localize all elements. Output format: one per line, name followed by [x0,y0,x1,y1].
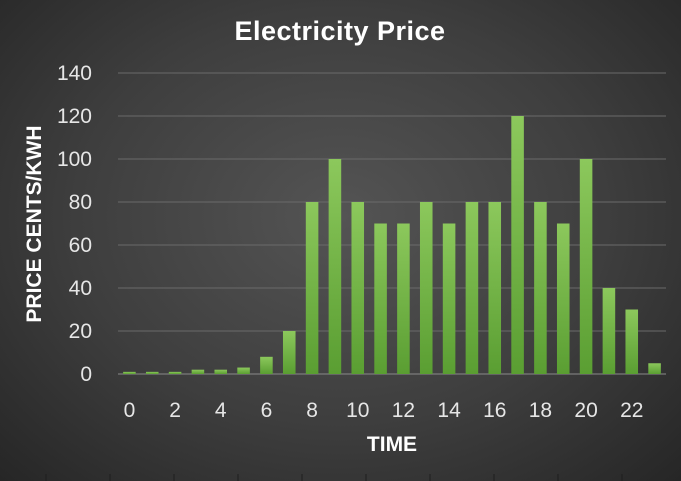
x-tick-label: 4 [215,399,227,422]
bar [305,202,319,374]
y-tick-label: 120 [57,105,92,128]
bar [579,159,593,374]
x-tick-label: 20 [574,399,597,422]
x-axis-title: TIME [367,433,417,456]
bar [556,223,570,374]
bar [260,356,273,374]
bar [397,223,410,374]
x-tick-label: 8 [306,399,318,422]
x-tick-label: 22 [620,399,643,422]
x-tick-label: 14 [437,399,461,422]
y-tick-label: 140 [57,62,92,85]
bar [214,369,228,374]
y-tick-label: 20 [69,320,92,343]
bar [282,331,296,374]
bar [374,223,387,374]
bar [351,202,365,374]
y-axis-title: PRICE CENTS/KWH [23,125,46,322]
x-tick-label: 18 [529,399,552,422]
bar [442,223,456,374]
x-tick-label: 2 [169,399,181,422]
bar [419,202,433,374]
x-tick-label: 10 [346,399,369,422]
y-tick-label: 40 [69,277,92,300]
y-tick-label: 60 [69,234,92,257]
y-tick-label: 80 [69,191,92,214]
y-tick-label: 0 [80,363,92,386]
x-tick-labels: 0 2 4 6 8 10 12 14 16 18 20 22 [124,399,644,422]
y-tick-labels: 0 20 40 60 80 100 120 140 [57,62,92,386]
x-tick-label: 6 [261,399,273,422]
bars [123,116,661,374]
bar [145,371,159,374]
bar [602,288,616,374]
bar [648,363,661,374]
x-tick-label: 0 [124,399,136,422]
bar [534,202,547,374]
bar [328,159,342,374]
y-tick-label: 100 [57,148,92,171]
bar [511,116,524,374]
x-tick-label: 16 [483,399,506,422]
bar [168,371,182,374]
gridlines [118,72,666,375]
bar [465,202,479,374]
chart-title: Electricity Price [234,16,445,46]
bar [488,202,502,374]
bar [123,371,136,374]
bar [237,367,250,374]
frame-ticks [45,474,623,481]
bar [191,369,205,374]
x-tick-label: 12 [392,399,415,422]
bar [625,309,639,374]
